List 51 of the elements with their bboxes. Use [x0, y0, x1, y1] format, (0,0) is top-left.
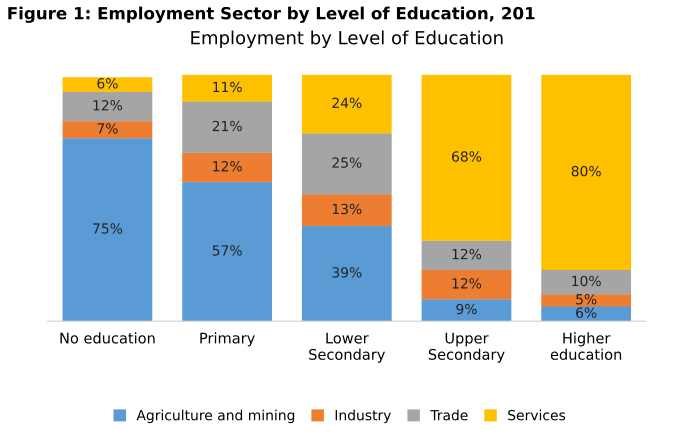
x-tick-label: Primary	[200, 332, 255, 346]
data-label: 24%	[332, 98, 362, 108]
data-label: 9%	[456, 304, 477, 314]
bar	[422, 270, 512, 300]
data-label: 80%	[572, 166, 601, 176]
legend-label: Agriculture and mining	[136, 410, 294, 424]
bar	[182, 102, 272, 153]
bar	[422, 240, 512, 270]
data-label: 68%	[452, 151, 482, 162]
bar	[62, 92, 152, 122]
bar	[182, 74, 272, 102]
data-label: 39%	[332, 267, 362, 278]
data-label: 12%	[452, 278, 482, 289]
data-label: 11%	[213, 82, 242, 92]
bar	[62, 77, 152, 92]
data-label: 21%	[212, 120, 242, 132]
bar	[62, 138, 152, 322]
bar	[541, 294, 632, 307]
data-label: 12%	[94, 100, 122, 111]
x-tick-label: Higher education	[550, 332, 622, 360]
x-tick-label: No education	[60, 332, 155, 344]
data-label: 75%	[93, 223, 122, 234]
data-label: 10%	[572, 276, 601, 286]
legend-label: Industry	[336, 410, 392, 424]
bar	[302, 133, 392, 194]
bar	[302, 226, 392, 322]
x-tick-label: Lower Secondary	[309, 332, 385, 363]
legend-label: Services	[508, 410, 566, 420]
data-label: 5%	[576, 294, 596, 304]
bar	[541, 74, 632, 270]
caption: Figure 1: Employment Sector by Level of Education, 201	[8, 6, 535, 23]
data-label: 6%	[576, 307, 596, 318]
chart-title: Employment by Level of Education	[191, 30, 503, 48]
data-label: 7%	[98, 123, 118, 134]
bar	[302, 194, 392, 226]
bar	[541, 306, 632, 322]
data-label: 25%	[332, 157, 362, 168]
data-label: 6%	[97, 78, 118, 89]
x-tick-label: Upper Secondary	[428, 332, 505, 363]
bar	[182, 182, 272, 322]
data-label: 13%	[332, 204, 362, 214]
bar	[182, 152, 272, 182]
bar	[541, 270, 632, 294]
bar	[422, 74, 512, 241]
data-label: 12%	[452, 248, 482, 260]
legend-label: Trade	[430, 410, 468, 420]
data-label: 57%	[212, 245, 242, 256]
data-label: 12%	[213, 161, 242, 172]
bar	[422, 299, 512, 322]
bar	[62, 121, 152, 138]
bar	[302, 74, 392, 134]
